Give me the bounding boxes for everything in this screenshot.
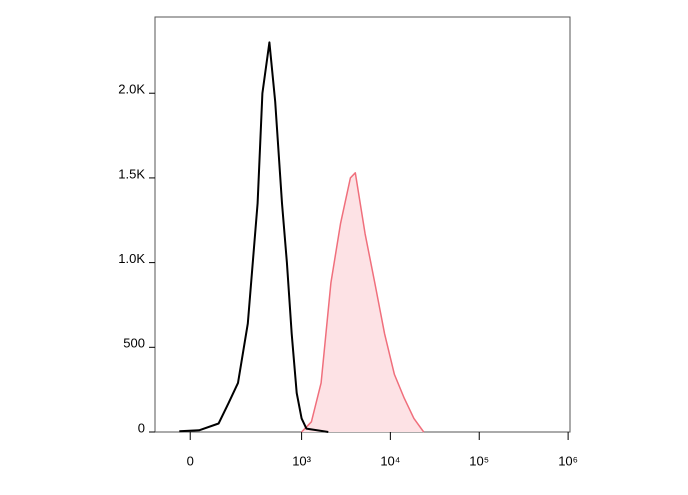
histogram-area [301, 172, 424, 433]
y-tick-label: 1.0K [118, 251, 145, 266]
y-tick-label: 1.5K [118, 166, 145, 181]
x-tick-label: 0 [187, 453, 194, 468]
histogram-line [179, 41, 329, 433]
x-tick-label: 10⁶ [558, 453, 578, 468]
histogram-line [301, 172, 425, 433]
x-tick-label: 10⁵ [469, 453, 489, 468]
x-tick-label: 10⁴ [380, 453, 400, 468]
x-tick-label: 10³ [292, 453, 311, 468]
y-tick-label: 2.0K [118, 82, 145, 97]
y-tick-label: 0 [138, 420, 145, 435]
y-tick-label: 500 [123, 336, 145, 351]
